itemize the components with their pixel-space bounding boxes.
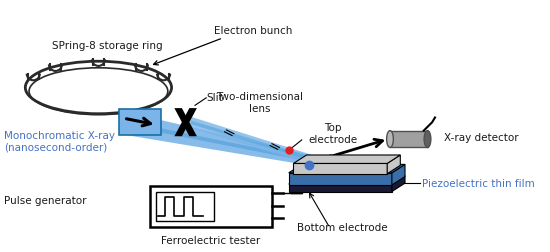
Text: SPring-8 storage ring: SPring-8 storage ring [52,41,163,51]
Polygon shape [294,155,400,164]
FancyBboxPatch shape [150,186,272,227]
Polygon shape [390,131,427,148]
Polygon shape [289,173,392,185]
Polygon shape [387,155,400,174]
Text: Piezoelectric thin film: Piezoelectric thin film [422,178,535,188]
Polygon shape [190,117,342,174]
Text: Top
electrode: Top electrode [308,123,358,144]
Polygon shape [294,164,387,174]
Text: Electron bunch: Electron bunch [214,26,292,36]
Polygon shape [289,176,405,184]
Text: Bottom electrode: Bottom electrode [297,222,388,232]
Text: Pulse generator: Pulse generator [4,195,86,205]
FancyBboxPatch shape [156,193,214,221]
Polygon shape [119,120,344,169]
Text: Ferroelectric tester: Ferroelectric tester [161,235,261,245]
Polygon shape [190,121,342,170]
Polygon shape [174,109,197,137]
Polygon shape [392,165,405,185]
Text: Slit: Slit [206,92,223,103]
Polygon shape [122,111,342,171]
Text: X-ray detector: X-ray detector [444,133,519,143]
Text: Monochromatic X-ray
(nanosecond-order): Monochromatic X-ray (nanosecond-order) [4,131,115,152]
Polygon shape [289,184,392,192]
Ellipse shape [424,131,431,148]
Ellipse shape [387,131,393,148]
Polygon shape [289,165,405,173]
Polygon shape [392,176,405,192]
Text: Two-dimensional
lens: Two-dimensional lens [216,92,303,113]
Polygon shape [174,109,197,137]
Polygon shape [119,110,161,136]
